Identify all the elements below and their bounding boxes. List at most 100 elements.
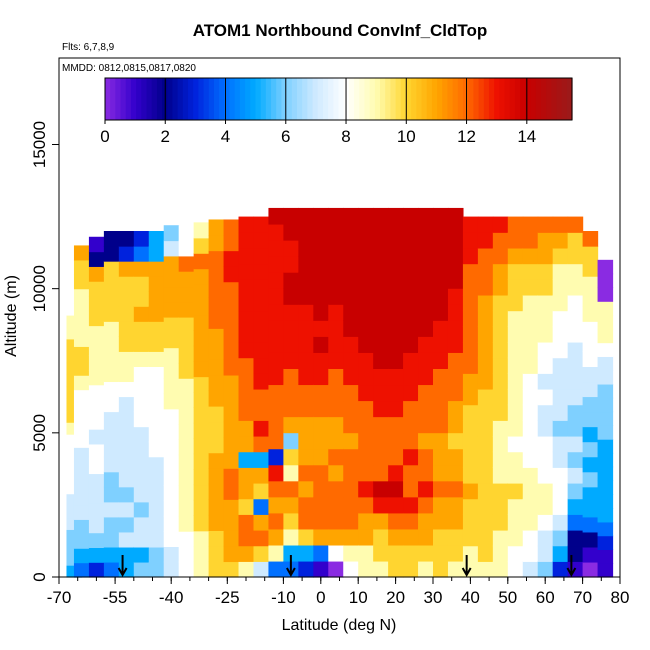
heatmap-cell: [492, 467, 509, 484]
heatmap-cell: [462, 498, 479, 515]
heatmap-cell: [388, 400, 404, 418]
heatmap-cell: [597, 259, 614, 275]
colorbar-segment: [483, 78, 490, 120]
heatmap-cell: [477, 404, 494, 421]
heatmap-cell: [313, 384, 329, 402]
heatmap-cell: [552, 498, 569, 515]
heatmap-cell: [298, 240, 314, 257]
heatmap-cell: [268, 528, 284, 546]
heatmap-cell: [447, 368, 464, 386]
down-arrow-head: [117, 567, 128, 578]
heatmap-cell: [283, 288, 299, 305]
heatmap-cell: [208, 390, 225, 407]
heatmap-cell: [522, 279, 539, 296]
heatmap-cell: [358, 544, 374, 562]
heatmap-cell: [373, 448, 389, 466]
heatmap-cell: [238, 216, 255, 233]
heatmap-cell: [597, 466, 614, 482]
heatmap-cell: [313, 464, 329, 482]
heatmap-cell: [567, 514, 584, 531]
heatmap-cell: [328, 272, 344, 289]
colorbar-segment: [333, 78, 340, 120]
heatmap-cell: [163, 500, 180, 517]
heatmap-cell: [178, 378, 195, 395]
heatmap-cell: [597, 480, 614, 495]
heatmap-cell: [477, 388, 494, 406]
heatmap-cell: [208, 281, 225, 298]
heatmap-cell: [103, 381, 120, 398]
heatmap-cell: [133, 396, 150, 413]
colorbar-segment: [281, 78, 288, 120]
heatmap-cell: [118, 246, 135, 262]
heatmap-cell: [313, 496, 329, 514]
heatmap-cell: [283, 320, 299, 337]
heatmap-cell: [133, 261, 150, 277]
heatmap-cell: [433, 223, 449, 241]
heatmap-cell: [507, 482, 524, 500]
colorbar-segment: [130, 78, 137, 120]
heatmap-cell: [552, 247, 569, 265]
heatmap-cell: [73, 274, 90, 290]
heatmap-cell: [253, 467, 270, 484]
heatmap-cell: [582, 456, 599, 473]
heatmap-cell: [522, 263, 539, 280]
heatmap-cell: [283, 480, 299, 498]
heatmap-cell: [552, 467, 569, 484]
colorbar-segment: [442, 78, 449, 120]
heatmap-cell: [597, 273, 614, 289]
heatmap-cell: [118, 276, 135, 292]
heatmap-cell: [88, 340, 105, 356]
heatmap-cell: [223, 312, 240, 329]
heatmap-cell: [88, 310, 105, 327]
heatmap-cell: [283, 223, 299, 241]
heatmap-cell: [253, 404, 270, 421]
heatmap-cell: [163, 485, 180, 502]
heatmap-cell: [447, 432, 464, 450]
heatmap-cell: [193, 222, 210, 239]
heatmap-cell: [328, 368, 344, 386]
heatmap-cell: [447, 512, 464, 530]
colorbar-segment: [385, 78, 391, 120]
heatmap-cell: [268, 432, 284, 450]
heatmap-cell: [373, 352, 389, 369]
colorbar-segment: [369, 78, 376, 120]
heatmap-cell: [148, 516, 165, 533]
heatmap-cell: [492, 279, 509, 296]
colorbar-segment: [380, 78, 386, 120]
heatmap-cell: [597, 549, 614, 564]
x-tick-label: -10: [271, 588, 296, 607]
heatmap-cell: [253, 216, 270, 233]
heatmap-cell: [537, 545, 554, 562]
heatmap-cell: [118, 486, 135, 503]
heatmap-cell: [597, 383, 614, 399]
heatmap-cell: [193, 376, 210, 393]
colorbar-segment: [120, 78, 127, 120]
heatmap-cell: [298, 304, 314, 321]
heatmap-cell: [582, 546, 599, 563]
heatmap-cell: [343, 496, 359, 514]
heatmap-cell: [552, 294, 569, 312]
x-tick-label: 0: [316, 588, 325, 607]
heatmap-cell: [118, 336, 135, 352]
heatmap-cell: [358, 464, 374, 482]
heatmap-cell: [567, 310, 584, 327]
heatmap-cell: [388, 560, 404, 578]
heatmap-cell: [537, 232, 554, 249]
heatmap-cell: [582, 381, 599, 398]
colorbar-tick-label: 6: [281, 127, 290, 146]
heatmap-cell: [552, 404, 569, 421]
y-axis: 0 5000 10000 15000: [30, 121, 59, 582]
heatmap-cell: [582, 366, 599, 383]
heatmap-cell: [313, 352, 329, 369]
heatmap-cell: [358, 496, 374, 514]
heatmap-cell: [403, 240, 419, 257]
heatmap-cell: [477, 498, 494, 515]
x-tick-label: -55: [103, 588, 128, 607]
heatmap-cell: [567, 467, 584, 484]
heatmap-cell: [522, 216, 539, 233]
heatmap-cell: [597, 439, 614, 454]
colorbar-segment: [390, 78, 397, 120]
colorbar-segment: [395, 78, 402, 120]
heatmap-cell: [208, 219, 225, 236]
heatmap-cell: [328, 240, 344, 257]
